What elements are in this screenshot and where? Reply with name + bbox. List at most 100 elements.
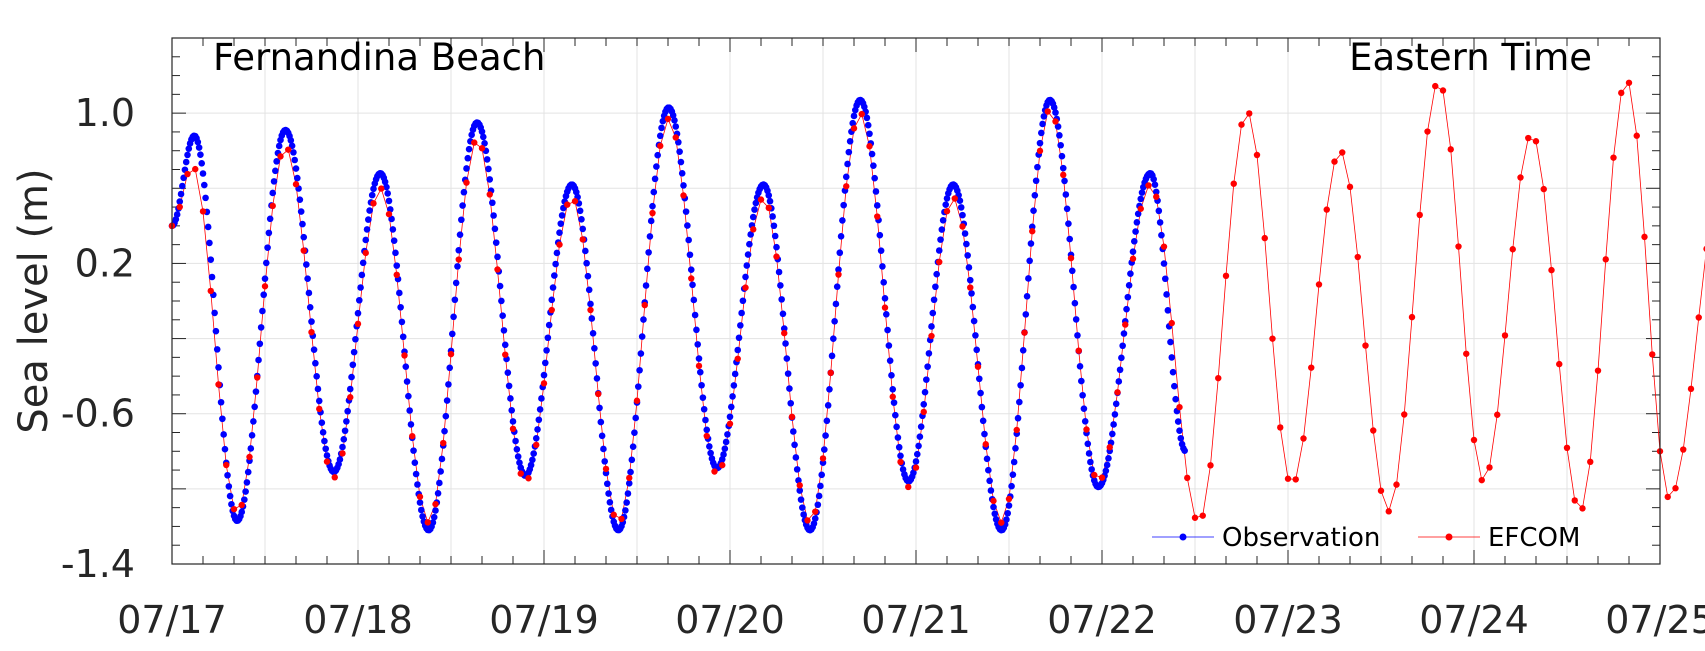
observation-point	[505, 382, 513, 390]
efcom-point	[1540, 185, 1547, 193]
observation-point	[348, 373, 355, 381]
observation-point	[184, 151, 191, 159]
efcom-point	[726, 420, 734, 427]
efcom-point	[1571, 497, 1578, 504]
observation-point	[486, 176, 494, 183]
observation-point	[538, 395, 545, 402]
efcom-point	[1672, 485, 1679, 492]
observation-point	[176, 198, 184, 205]
observation-point	[411, 459, 419, 467]
observation-point	[872, 188, 880, 195]
efcom-point	[812, 508, 819, 515]
observation-point	[651, 175, 659, 183]
observation-point	[637, 350, 645, 357]
efcom-point	[703, 432, 710, 440]
efcom-point	[277, 153, 284, 160]
observation-point	[1102, 467, 1110, 475]
observation-point	[390, 237, 398, 245]
observation-point	[1037, 129, 1045, 137]
observation-point	[731, 370, 739, 378]
observation-point	[452, 279, 460, 287]
observation-point	[195, 144, 203, 151]
observation-point	[1127, 270, 1134, 278]
observation-point	[339, 443, 346, 451]
observation-point	[393, 262, 401, 269]
observation-point	[1161, 275, 1169, 283]
efcom-point	[990, 497, 997, 505]
efcom-point	[695, 362, 703, 370]
observation-point	[194, 138, 202, 146]
efcom-point	[533, 441, 540, 449]
efcom-point	[1455, 243, 1462, 250]
efcom-point	[1230, 180, 1237, 187]
observation-point	[786, 385, 793, 392]
observation-point	[208, 273, 216, 281]
efcom-point	[1517, 174, 1524, 181]
x-tick-label: 07/24	[1419, 598, 1529, 642]
observation-point	[840, 201, 847, 209]
observation-point	[831, 318, 838, 325]
observation-point	[969, 303, 977, 311]
efcom-point	[292, 181, 300, 188]
observation-point	[884, 326, 891, 334]
observation-point	[534, 426, 541, 433]
observation-point	[436, 479, 443, 487]
efcom-point	[447, 350, 455, 358]
observation-point	[1110, 421, 1117, 428]
legend-efcom-marker	[1445, 533, 1453, 541]
observation-point	[921, 388, 929, 396]
observation-point	[1125, 281, 1133, 289]
efcom-point	[967, 284, 974, 291]
x-tick-label: 07/20	[675, 598, 785, 642]
efcom-point	[254, 374, 261, 381]
observation-point	[627, 468, 634, 476]
efcom-point	[1610, 154, 1617, 161]
observation-point	[734, 346, 742, 354]
observation-point	[1129, 248, 1137, 255]
efcom-point	[974, 363, 982, 370]
observation-point	[724, 431, 731, 438]
observation-point	[1119, 342, 1126, 350]
observation-point	[220, 431, 227, 438]
efcom-point	[827, 369, 834, 377]
observation-point	[800, 511, 807, 518]
observation-point	[179, 182, 186, 190]
efcom-point	[905, 483, 912, 491]
observation-point	[588, 315, 596, 322]
observation-point	[973, 346, 981, 354]
observation-point	[634, 383, 642, 390]
observation-point	[297, 208, 305, 215]
observation-point	[726, 413, 734, 421]
observation-point	[438, 455, 446, 463]
observation-point	[636, 366, 643, 374]
efcom-point	[1052, 118, 1059, 125]
efcom-point	[1346, 183, 1354, 191]
observation-point	[410, 447, 417, 454]
efcom-point	[548, 306, 555, 314]
observation-point	[173, 211, 181, 218]
observation-point	[631, 429, 638, 436]
observation-point	[1062, 191, 1070, 198]
observation-point	[500, 327, 508, 334]
efcom-point	[223, 461, 230, 469]
efcom-point	[1641, 233, 1648, 241]
efcom-point	[881, 304, 889, 311]
observation-point	[622, 507, 629, 514]
observation-point	[247, 445, 255, 452]
observation-point	[975, 375, 983, 383]
observation-point	[217, 398, 225, 406]
efcom-point	[463, 179, 470, 186]
efcom-point	[657, 142, 664, 150]
observation-point	[352, 335, 359, 343]
observation-point	[885, 342, 893, 349]
observation-point	[773, 243, 780, 251]
observation-point	[689, 281, 696, 289]
observation-point	[793, 466, 801, 473]
observation-point	[363, 226, 371, 233]
observation-point	[886, 357, 894, 364]
efcom-point	[602, 465, 610, 473]
efcom-point	[680, 192, 687, 199]
observation-point	[1167, 338, 1174, 346]
efcom-point	[788, 413, 796, 421]
